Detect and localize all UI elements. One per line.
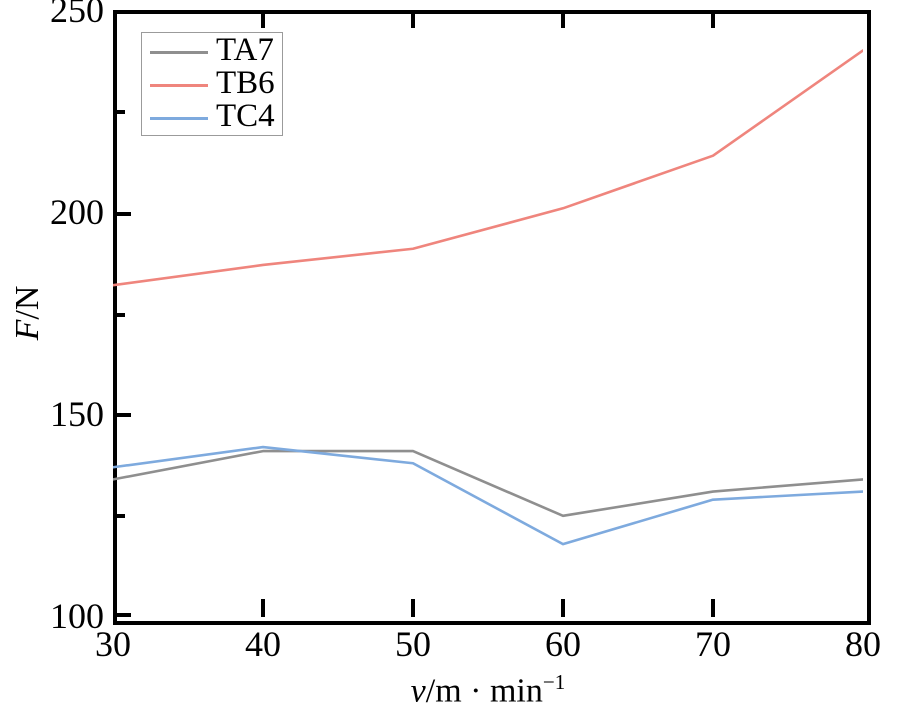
x-axis-label-unit: /m · min [425, 672, 543, 709]
plot-canvas [113, 10, 863, 617]
x-tick-70: 70 [695, 624, 731, 664]
series-line-tc4 [113, 445, 863, 546]
x-axis-ticks [261, 599, 715, 617]
x-axis-label-symbol: v [410, 672, 426, 709]
chart-legend: TA7 TB6 TC4 [141, 32, 283, 136]
legend-item-ta7: TA7 [142, 31, 284, 69]
y-tick-200: 200 [50, 192, 104, 232]
y-tick-250: 250 [50, 0, 104, 30]
x-axis-top-ticks [261, 10, 715, 28]
x-tick-60: 60 [545, 624, 581, 664]
x-axis-label-exponent: −1 [542, 670, 566, 694]
x-tick-50: 50 [395, 624, 431, 664]
legend-label-tb6: TB6 [216, 64, 275, 101]
y-axis-label: F/N [9, 263, 46, 363]
y-axis-tick-labels: 250 200 150 100 [0, 0, 104, 709]
series-line-ta7 [113, 449, 863, 518]
y-axis-ticks [113, 10, 131, 617]
legend-swatch-ta7 [150, 50, 208, 54]
y-tick-150: 150 [50, 394, 104, 434]
series-line-tb6 [113, 49, 863, 287]
legend-label-tc4: TC4 [216, 97, 275, 134]
legend-item-tb6: TB6 [142, 64, 284, 102]
y-axis-label-symbol: F [9, 319, 46, 341]
legend-swatch-tb6 [150, 83, 208, 87]
x-axis-tick-labels: 30 40 50 60 70 80 [0, 626, 904, 672]
y-axis-label-unit: /N [9, 285, 46, 320]
x-tick-30: 30 [95, 624, 131, 664]
y-tick-100: 100 [50, 596, 104, 636]
legend-label-ta7: TA7 [216, 31, 274, 68]
legend-item-tc4: TC4 [142, 97, 284, 135]
legend-swatch-tc4 [150, 116, 208, 120]
x-tick-80: 80 [845, 624, 881, 664]
x-tick-40: 40 [245, 624, 281, 664]
x-axis-label: v/m · min−1 [113, 670, 863, 709]
